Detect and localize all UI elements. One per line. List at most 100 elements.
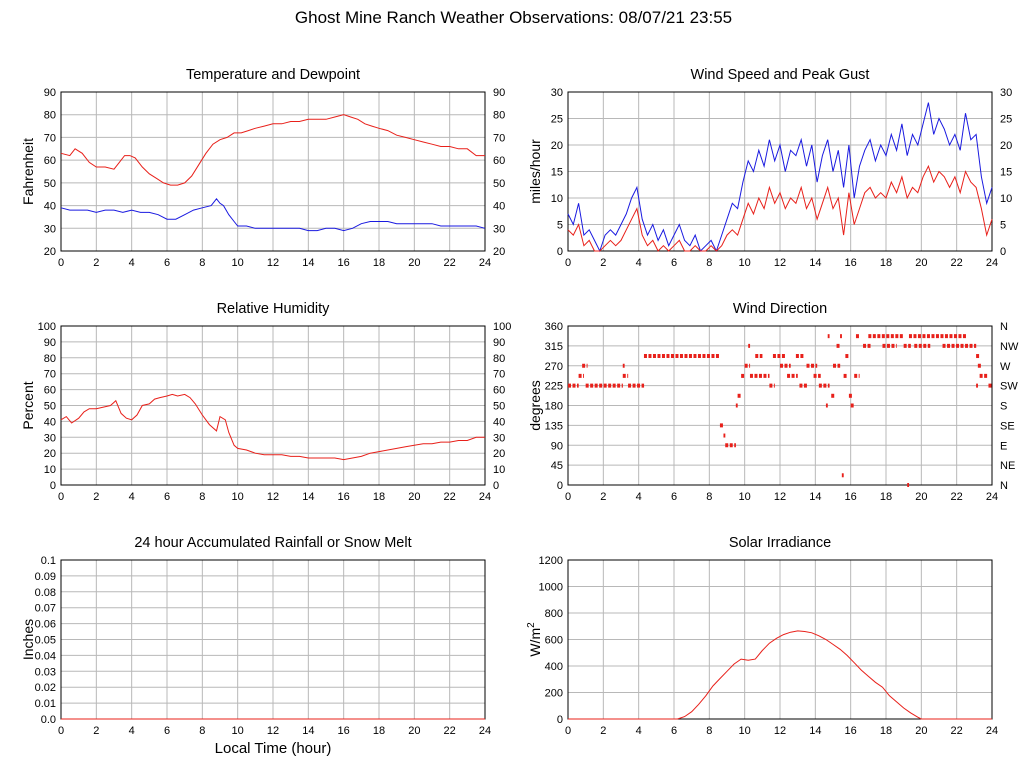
x-tick-label: 24 xyxy=(986,725,998,737)
x-tick-label: 14 xyxy=(302,725,314,737)
y-tick-label-right: 40 xyxy=(493,201,505,213)
y-tick-label-right: S xyxy=(1000,401,1007,413)
y-tick-label-right: 50 xyxy=(493,178,505,190)
y-axis-label: degrees xyxy=(527,380,543,431)
y-tick-label: 0 xyxy=(557,714,563,726)
y-tick-label-right: NE xyxy=(1000,460,1015,472)
x-tick-label: 20 xyxy=(408,491,420,503)
y-tick-label: 90 xyxy=(44,87,56,99)
y-tick-label: 30 xyxy=(44,223,56,235)
x-tick-label: 22 xyxy=(951,725,963,737)
x-tick-label: 12 xyxy=(267,725,279,737)
x-tick-label: 4 xyxy=(636,491,642,503)
y-tick-label: 0.09 xyxy=(35,571,56,583)
x-tick-label: 2 xyxy=(600,491,606,503)
y-tick-label: 30 xyxy=(44,432,56,444)
x-tick-label: 18 xyxy=(373,725,385,737)
y-tick-label: 0.0 xyxy=(41,714,56,726)
x-tick-label: 10 xyxy=(232,725,244,737)
chart-title: 24 hour Accumulated Rainfall or Snow Mel… xyxy=(134,535,411,551)
y-tick-label: 60 xyxy=(44,385,56,397)
x-tick-label: 20 xyxy=(408,257,420,269)
x-tick-label: 14 xyxy=(302,491,314,503)
y-tick-label-right: 100 xyxy=(493,321,511,333)
y-axis-label: Percent xyxy=(20,381,36,429)
y-tick-label: 800 xyxy=(545,608,563,620)
y-tick-label: 20 xyxy=(44,246,56,258)
y-tick-label: 200 xyxy=(545,688,563,700)
y-tick-label: 90 xyxy=(44,337,56,349)
y-tick-label-right: 70 xyxy=(493,369,505,381)
y-tick-label: 80 xyxy=(44,353,56,365)
series-line-red xyxy=(60,393,485,461)
y-tick-label-right: 80 xyxy=(493,110,505,122)
y-tick-label: 60 xyxy=(44,155,56,167)
x-tick-label: 12 xyxy=(774,257,786,269)
y-tick-label: 0 xyxy=(50,480,56,492)
y-axis-label: miles/hour xyxy=(527,139,543,204)
y-tick-label: 1200 xyxy=(539,555,563,567)
x-tick-label: 8 xyxy=(706,725,712,737)
x-tick-label: 0 xyxy=(565,257,571,269)
y-tick-label-right: 30 xyxy=(493,432,505,444)
y-tick-label: 0.1 xyxy=(41,555,56,567)
x-tick-label: 4 xyxy=(129,491,135,503)
y-tick-label: 50 xyxy=(44,401,56,413)
series-line-blue xyxy=(567,102,993,253)
x-tick-label: 22 xyxy=(444,491,456,503)
chart-title: Solar Irradiance xyxy=(729,535,831,551)
x-tick-label: 6 xyxy=(164,491,170,503)
x-tick-label: 2 xyxy=(600,257,606,269)
x-tick-label: 12 xyxy=(267,491,279,503)
y-tick-label: 30 xyxy=(551,87,563,99)
y-tick-label-right: 10 xyxy=(493,464,505,476)
y-tick-label: 100 xyxy=(38,321,56,333)
chart-title: Temperature and Dewpoint xyxy=(186,67,360,83)
y-tick-label-right: 20 xyxy=(493,246,505,258)
y-tick-label: 135 xyxy=(545,420,563,432)
chart-wdir: 0 2 4 6 8 10 12 14 16 18 20 22 240459013518022527031… xyxy=(527,301,1019,503)
x-tick-label: 20 xyxy=(915,257,927,269)
y-tick-label-right: 90 xyxy=(493,87,505,99)
y-tick-label-right: W xyxy=(1000,361,1011,373)
x-tick-label: 24 xyxy=(479,491,491,503)
y-tick-label: 10 xyxy=(44,464,56,476)
y-tick-label-right: 20 xyxy=(1000,140,1012,152)
x-tick-label: 0 xyxy=(565,491,571,503)
y-tick-label-right: 15 xyxy=(1000,167,1012,179)
x-tick-label: 12 xyxy=(774,491,786,503)
y-tick-label-right: NW xyxy=(1000,341,1019,353)
x-tick-label: 16 xyxy=(845,257,857,269)
y-tick-label: 5 xyxy=(557,220,563,232)
y-tick-label: 270 xyxy=(545,361,563,373)
x-tick-label: 22 xyxy=(951,257,963,269)
x-tick-label: 20 xyxy=(915,491,927,503)
y-tick-label-right: 50 xyxy=(493,401,505,413)
x-tick-label: 10 xyxy=(232,257,244,269)
x-tick-label: 0 xyxy=(58,257,64,269)
x-tick-label: 10 xyxy=(232,491,244,503)
x-tick-label: 2 xyxy=(93,725,99,737)
x-tick-label: 10 xyxy=(739,725,751,737)
x-tick-label: 14 xyxy=(809,725,821,737)
plot-frame xyxy=(60,325,486,486)
x-tick-label: 16 xyxy=(338,257,350,269)
series-line-blue xyxy=(60,197,486,232)
x-tick-label: 8 xyxy=(199,257,205,269)
x-tick-label: 0 xyxy=(565,725,571,737)
y-tick-label: 400 xyxy=(545,661,563,673)
series-line-red xyxy=(567,164,993,252)
x-tick-label: 22 xyxy=(444,725,456,737)
y-tick-label: 90 xyxy=(551,440,563,452)
x-tick-label: 2 xyxy=(600,725,606,737)
x-tick-label: 10 xyxy=(739,257,751,269)
chart-temp: 0 2 4 6 8 10 12 14 16 18 20 22 242030405060708090203… xyxy=(20,67,505,269)
y-tick-label: 0.05 xyxy=(35,635,56,647)
x-axis-label: Local Time (hour) xyxy=(215,740,332,757)
x-tick-label: 8 xyxy=(199,491,205,503)
y-tick-label-right: 60 xyxy=(493,155,505,167)
x-tick-label: 16 xyxy=(338,491,350,503)
y-tick-label: 0.02 xyxy=(35,682,56,694)
x-tick-label: 24 xyxy=(986,257,998,269)
